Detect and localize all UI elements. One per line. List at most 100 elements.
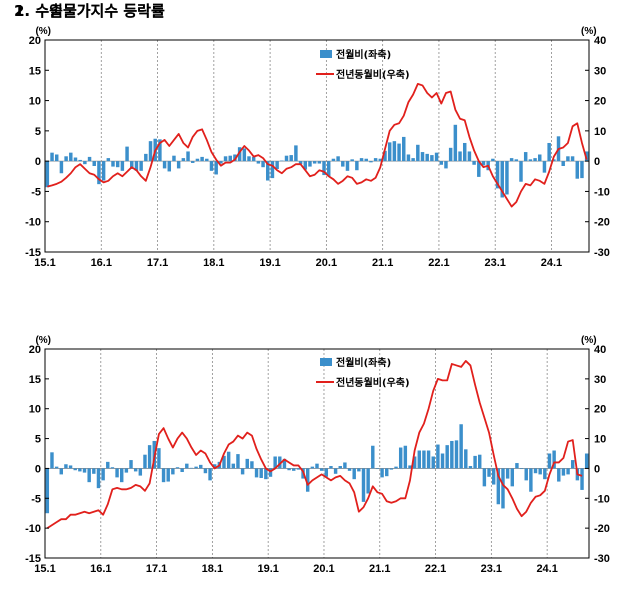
chart-1-bar [547, 142, 551, 162]
chart-1-bar [552, 159, 556, 162]
chart-2-bar [454, 440, 459, 469]
chart-1-bar [78, 159, 82, 162]
chart-2-bar [124, 468, 129, 473]
chart-2-bar [347, 468, 352, 471]
chart-2-bar [287, 468, 291, 471]
chart-1-title: 1. 수출물가지수 등락률 [14, 2, 165, 20]
chart-2-bar [468, 466, 473, 469]
chart-1-bar [402, 136, 406, 162]
chart-2-x-tick-label: 18.1 [202, 563, 223, 575]
chart-2-x-tick-label: 16.1 [90, 563, 111, 575]
chart-1-left-tick-label: 5 [35, 126, 41, 138]
chart-1-right-tick-label: -10 [594, 186, 610, 198]
chart-2-bar [180, 468, 184, 473]
chart-1-x-tick-label: 20.1 [316, 257, 337, 269]
chart-2-bar [129, 460, 133, 469]
chart-2-bar [501, 468, 505, 509]
chart-1-bar [256, 161, 261, 164]
chart-1-bar [364, 158, 368, 162]
chart-2-bar [68, 465, 73, 469]
chart-1-bar [369, 161, 373, 163]
chart-1-bar [237, 147, 242, 162]
chart-2-bar [268, 468, 273, 477]
chart-1-x-tick-label: 18.1 [203, 257, 224, 269]
chart-2-left-tick-label: 15 [29, 374, 41, 386]
chart-2-bar [482, 468, 487, 487]
chart-2-bar [147, 445, 152, 469]
chart-1-left-unit-label: (%) [35, 26, 51, 37]
chart-2-bar [64, 464, 68, 469]
chart-1-bar [97, 161, 101, 185]
chart-2-bar [352, 468, 356, 480]
chart-1-bar [233, 154, 237, 162]
chart-2-bar [226, 451, 231, 469]
chart-1-bar [205, 158, 209, 162]
chart-1-left-tick-label: -15 [25, 247, 41, 259]
chart-1-bar [458, 151, 462, 162]
chart-1-bar [462, 142, 467, 162]
chart-2-bar [50, 452, 54, 469]
chart-1-bar [214, 161, 218, 175]
chart-1-bar [397, 143, 401, 162]
chart-2-bar [101, 468, 105, 481]
chart-2-right-tick-label: 10 [594, 434, 606, 446]
chart-1-bar [270, 161, 275, 179]
chart-2-bar [259, 468, 263, 478]
chart-1-bar [467, 151, 472, 162]
chart-1-bar [439, 161, 444, 165]
chart-1-x-tick-label: 17.1 [147, 257, 168, 269]
chart-1-plot-frame [44, 39, 590, 253]
chart-2-right-tick-label: 0 [594, 463, 600, 475]
chart-1-left-tick-label: 15 [29, 65, 41, 77]
chart-2-bar [282, 458, 287, 469]
chart-1-bar [575, 161, 580, 179]
chart-1-line-series [47, 83, 588, 208]
chart-2-bar [375, 468, 380, 470]
chart-1-bar [64, 156, 68, 162]
chart-1-bar [50, 152, 54, 162]
chart-1-bar [387, 142, 392, 162]
chart-2-bar [161, 468, 166, 483]
chart-2-bar [222, 455, 226, 469]
chart-1-bar [430, 155, 434, 162]
chart-1-bar [228, 155, 232, 162]
chart-2-x-tick-label: 24.1 [536, 563, 557, 575]
chart-2-bar [403, 445, 408, 469]
chart-2-bar [185, 463, 189, 469]
chart-2-bar [431, 456, 435, 469]
chart-2-bar [199, 464, 203, 469]
chart-2-bar [338, 466, 342, 469]
chart-2-bar [212, 464, 217, 469]
chart-2-plot-frame [44, 348, 590, 559]
chart-1-right-tick-label: 20 [594, 96, 606, 108]
chart-1-bar [219, 161, 223, 164]
chart-1-bar [176, 161, 181, 169]
chart-1-bar [261, 161, 265, 168]
chart-1-bar [331, 158, 336, 162]
chart-2-bar [412, 456, 417, 469]
chart-2-bar [59, 468, 63, 475]
chart-2-bar [189, 467, 194, 469]
chart-2-bar [491, 468, 496, 485]
chart-1-bar [158, 139, 162, 162]
chart-1-bar [538, 154, 542, 162]
chart-1-x-tick-label: 21.1 [372, 257, 393, 269]
chart-2-bar [92, 468, 96, 474]
chart-2-left-tick-label: -10 [25, 523, 41, 535]
chart-1-bar [294, 145, 298, 162]
chart-2-bar [273, 456, 277, 469]
chart-1-right-tick-label: -20 [594, 217, 610, 229]
chart-2-bar [250, 461, 254, 469]
chart-1-bar [101, 161, 106, 181]
chart-2-bar [296, 468, 301, 470]
chart-1-bar [495, 161, 500, 189]
chart-1-bar [87, 156, 92, 162]
chart-2-bar [389, 468, 394, 470]
chart-1-bar [106, 158, 111, 162]
chart-2-bar [120, 468, 124, 483]
chart-1-bar [247, 156, 251, 162]
chart-1-bar [148, 141, 153, 162]
chart-1-bar [181, 158, 186, 162]
chart-2-bar [240, 468, 245, 475]
chart-2-bar [584, 453, 589, 469]
